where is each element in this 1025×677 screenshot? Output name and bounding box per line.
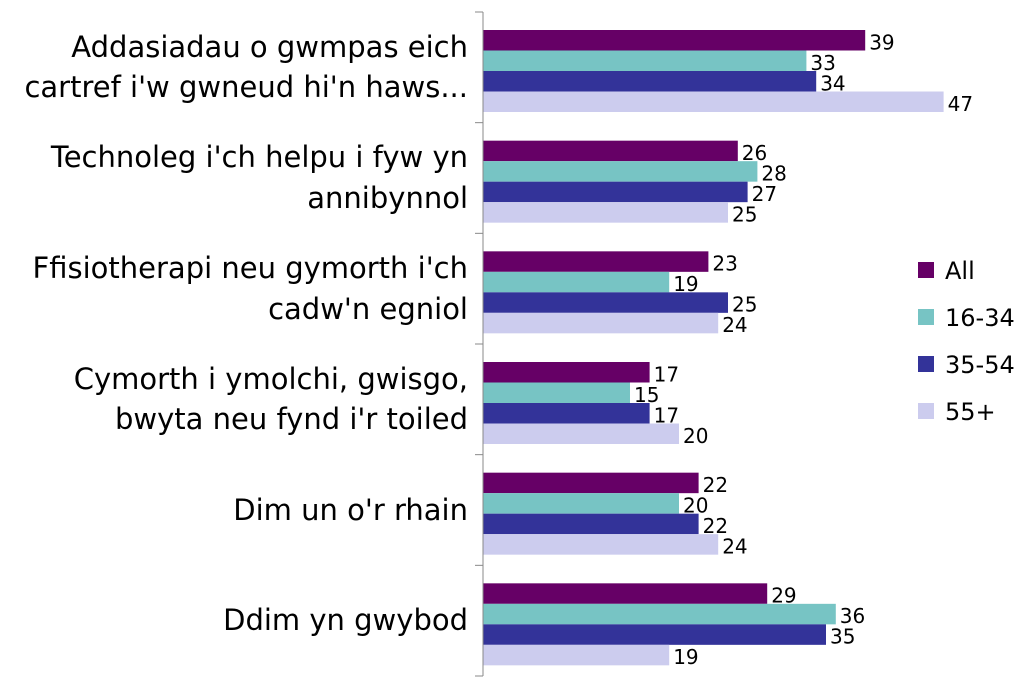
category-label: Ffisiotherapi neu gymorth i'ch cadw'n eg… [32, 251, 468, 326]
bar [483, 50, 807, 71]
value-label: 26 [742, 141, 767, 165]
category-label: Technoleg i'ch helpu i fyw yn annibynnol [50, 140, 468, 215]
bar [483, 534, 719, 555]
bar [483, 312, 719, 334]
bar [483, 71, 817, 92]
bar [483, 644, 670, 666]
bar [483, 624, 826, 645]
bar [483, 251, 709, 272]
category-label: Ddim yn gwybod [223, 603, 468, 638]
value-label: 35 [830, 625, 855, 649]
category-label: Cymorth i ymolchi, gwisgo, bwyta neu fyn… [73, 361, 468, 437]
bar [483, 181, 748, 203]
bar [483, 362, 650, 383]
bar [483, 472, 699, 494]
value-label: 36 [840, 604, 865, 628]
bar [483, 292, 728, 313]
value-label: 19 [673, 272, 698, 296]
bar [483, 202, 728, 223]
legend-label: 55+ [945, 398, 996, 426]
bar [483, 382, 630, 403]
value-label: 20 [683, 493, 708, 517]
value-label: 23 [712, 252, 737, 276]
category-label: Addasiadau o gwmpas eich cartref i'w gwn… [24, 29, 468, 105]
bar [483, 30, 866, 51]
value-label: 39 [869, 30, 894, 54]
bar [483, 513, 699, 535]
bar [483, 140, 738, 162]
value-label: 15 [634, 383, 659, 407]
value-label: 17 [654, 403, 679, 427]
bar [483, 493, 679, 514]
value-label: 33 [810, 51, 835, 75]
value-label: 47 [948, 92, 973, 116]
value-label: 34 [820, 71, 845, 95]
value-label: 20 [683, 424, 708, 448]
value-label: 27 [752, 182, 777, 206]
value-label: 25 [732, 293, 757, 317]
value-label: 25 [732, 202, 757, 226]
bar [483, 161, 758, 182]
value-label: 24 [722, 534, 747, 558]
value-label: 22 [703, 473, 728, 497]
value-label: 22 [703, 514, 728, 538]
bar [483, 583, 768, 604]
legend-swatch [918, 356, 934, 372]
legend-label: All [945, 257, 975, 285]
bar [483, 603, 836, 625]
category-label: Dim un o'r rhain [233, 492, 468, 527]
legend-swatch [918, 262, 934, 278]
legend-label: 35-54 [945, 351, 1015, 379]
bar [483, 271, 670, 293]
legend-swatch [918, 403, 934, 419]
bar [483, 403, 650, 424]
bar [483, 423, 679, 444]
bar [483, 91, 944, 112]
value-label: 24 [722, 313, 747, 337]
value-label: 17 [654, 362, 679, 386]
value-label: 28 [761, 161, 786, 185]
value-label: 29 [771, 584, 796, 608]
value-label: 19 [673, 645, 698, 669]
legend-label: 16-34 [945, 304, 1015, 332]
legend-swatch [918, 309, 934, 325]
